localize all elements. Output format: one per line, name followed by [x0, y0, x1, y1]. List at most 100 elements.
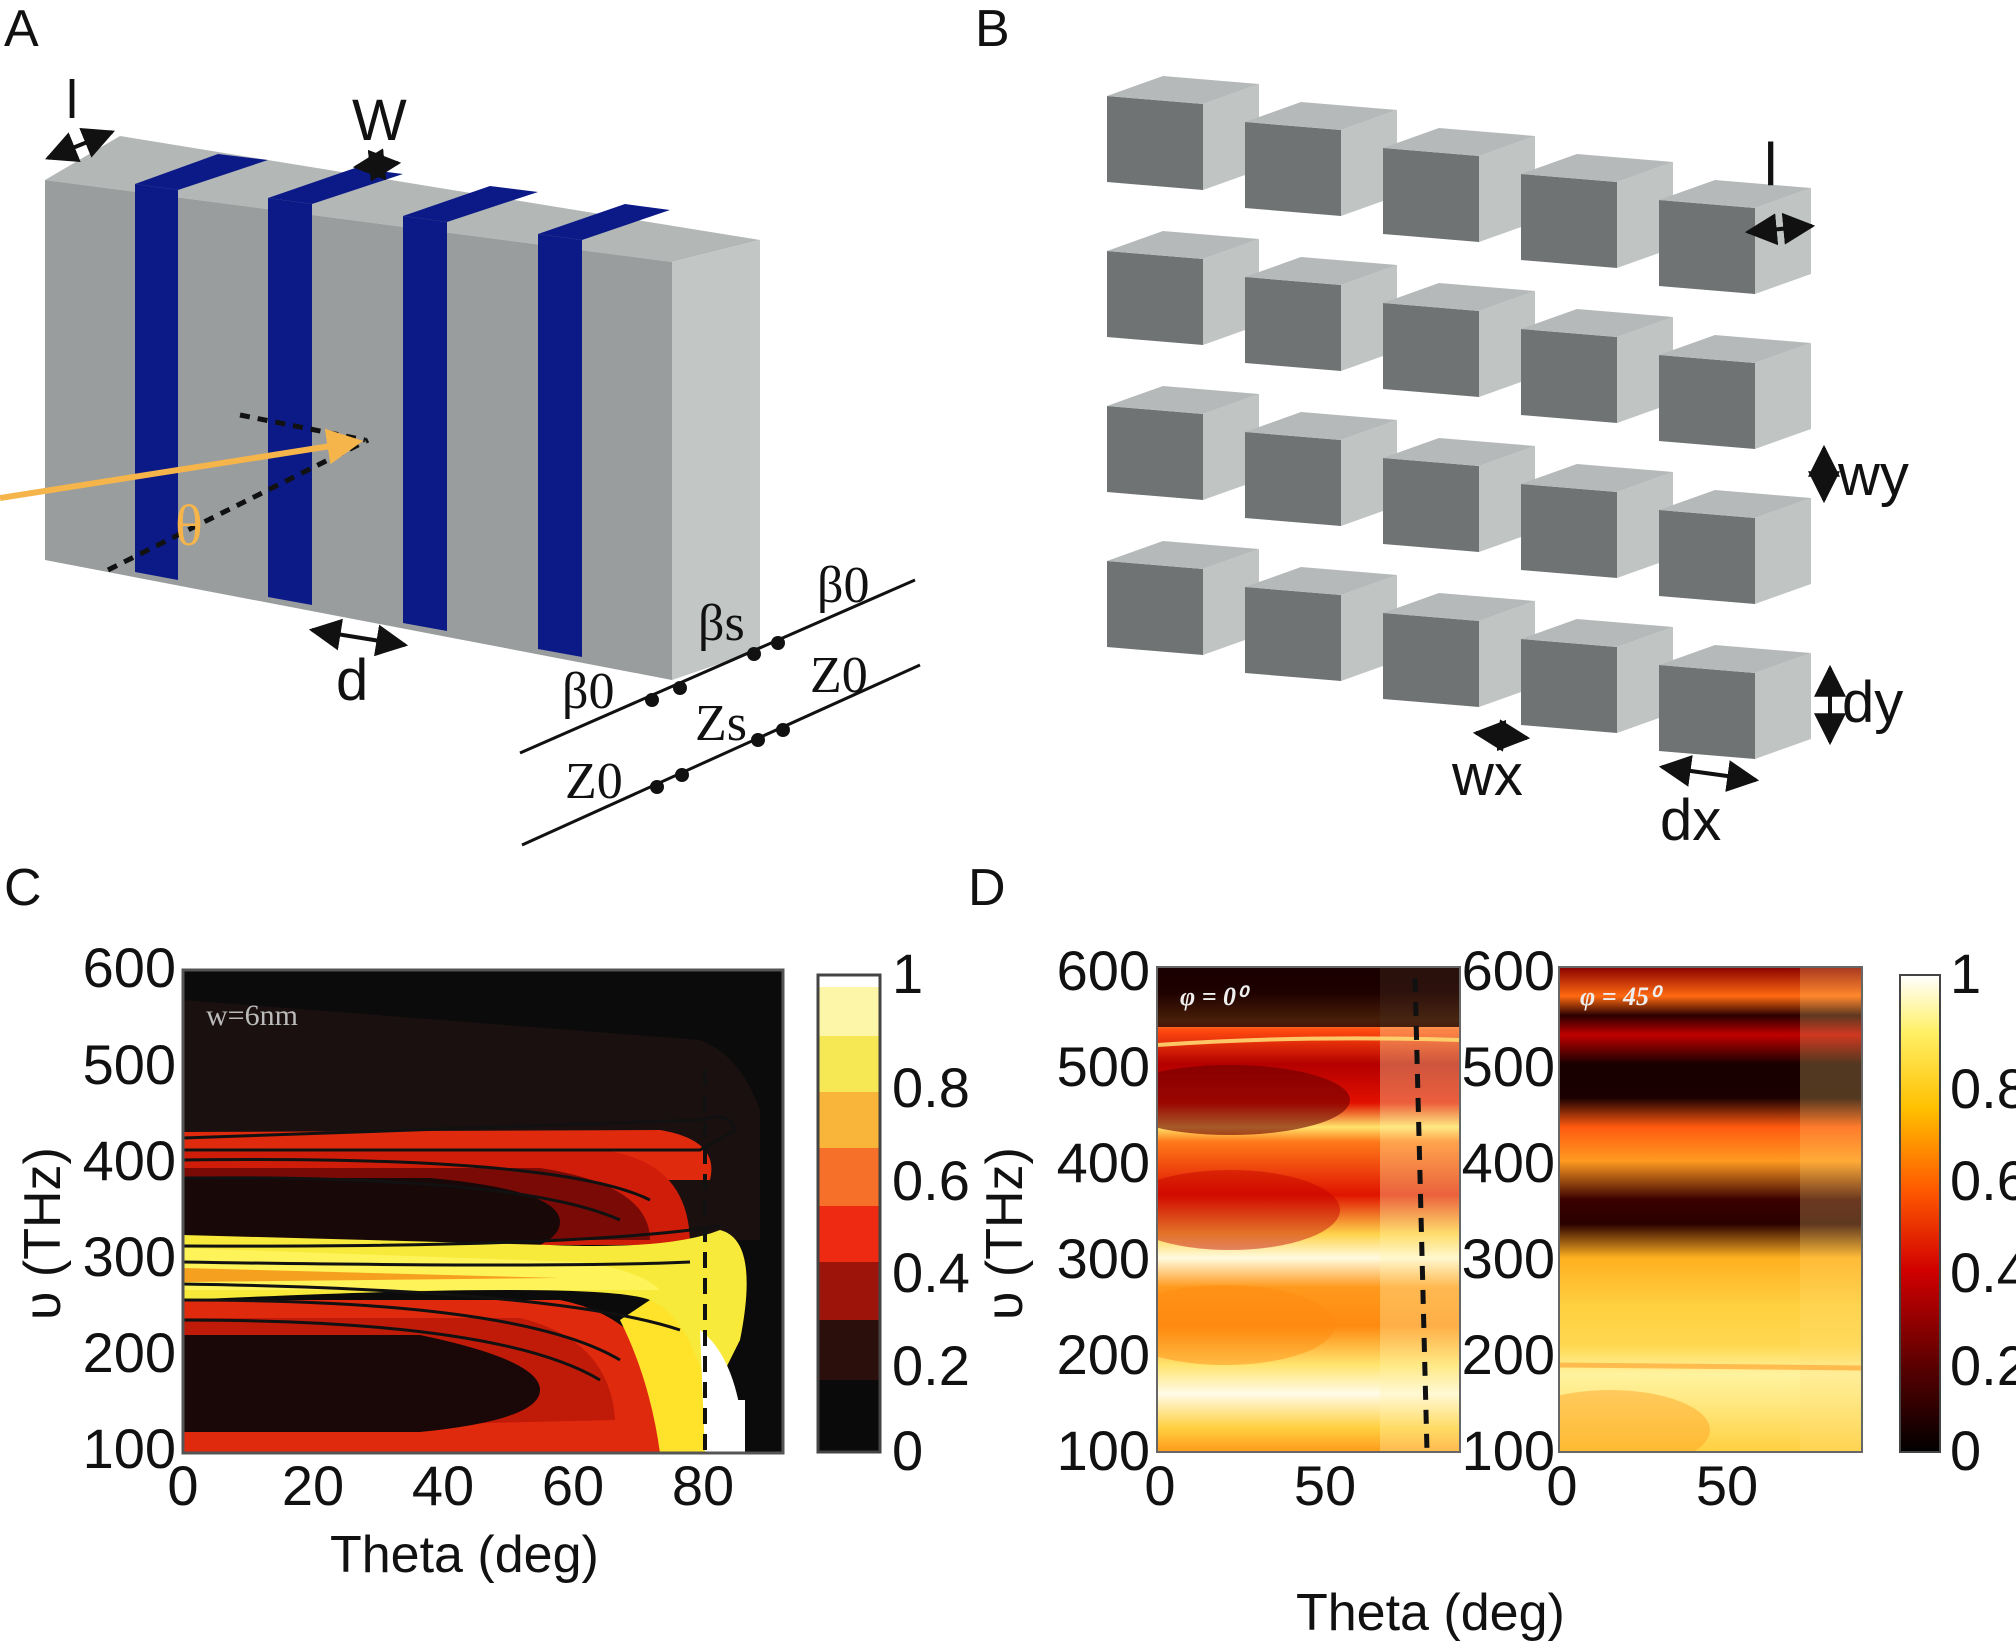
d-left-ytick: 300: [1057, 1227, 1150, 1290]
d-right-ytick: 200: [1462, 1323, 1555, 1386]
slab-side-face: [672, 240, 760, 680]
cube: [1107, 386, 1259, 500]
z0-right-label: Z0: [810, 647, 868, 704]
b-l-dimension-arrow: [1744, 212, 1816, 246]
c-ytick: 600: [83, 936, 176, 999]
panel-c-heatmap: [183, 970, 783, 1453]
beta0-left-label: β0: [562, 663, 614, 720]
dx-label: dx: [1660, 788, 1721, 853]
d-right-frame: [1558, 966, 1863, 1453]
c-ytick: 100: [83, 1417, 176, 1480]
c-ytick: 300: [83, 1225, 176, 1288]
d-cbar-tick: 1: [1950, 942, 1981, 1005]
c-ylabel: υ (THz): [14, 1147, 72, 1320]
c-cbar-tick: 0.6: [892, 1149, 970, 1212]
theta-label: θ: [175, 493, 203, 558]
c-ytick: 500: [83, 1033, 176, 1096]
panel-a: A θ l W d: [0, 0, 921, 847]
c-cbar-tick: 0.8: [892, 1056, 970, 1119]
panel-b-letter: B: [975, 0, 1010, 58]
cube: [1245, 102, 1397, 216]
transmission-line-circuit: [519, 578, 921, 847]
d-left-frame: [1156, 966, 1461, 1453]
d-xlabel: Theta (deg): [1296, 1584, 1565, 1642]
panel-d-right-heatmap: [1559, 967, 1862, 1452]
d-left-xtick: 0: [1144, 1454, 1175, 1517]
beta0-top-label: β0: [817, 557, 869, 614]
d-left-xtick: 50: [1294, 1454, 1356, 1517]
d-colorbar: 1 0.8 0.6 0.4 0.2 0: [1899, 942, 2016, 1482]
d-left-ytick: 200: [1057, 1323, 1150, 1386]
c-colorbar: 1 0.8 0.6 0.4 0.2 0: [816, 942, 970, 1482]
c-xtick: 60: [542, 1454, 604, 1517]
cube: [1107, 76, 1259, 190]
c-plot-frame: [181, 968, 785, 1455]
c-xtick: 80: [672, 1454, 734, 1517]
cube: [1383, 128, 1535, 242]
c-xticks: 0 20 40 60 80: [167, 1454, 734, 1517]
cube: [1245, 567, 1397, 681]
betas-label: βs: [698, 595, 745, 652]
d-cbar-tick: 0.6: [1950, 1149, 2016, 1212]
surface-dashed-line: [239, 412, 366, 443]
cube-array: [1107, 76, 1811, 759]
cube: [1245, 257, 1397, 371]
normal-dashed-line: [106, 437, 370, 573]
d-left-ytick: 500: [1057, 1035, 1150, 1098]
cube: [1659, 180, 1811, 294]
d-cbar-tick: 0.2: [1950, 1334, 2016, 1397]
d-label: d: [336, 648, 368, 713]
cube: [1521, 464, 1673, 578]
circuit-nodes: [645, 636, 790, 794]
d-left-yticks: 600 500 400 300 200 100: [1057, 939, 1150, 1482]
cube: [1107, 231, 1259, 345]
d-left-ytick: 100: [1057, 1419, 1150, 1482]
cube: [1383, 593, 1535, 707]
panel-b: B l wy dy wx dx: [975, 0, 1909, 853]
d-left-ytick: 600: [1057, 939, 1150, 1002]
c-ytick: 200: [83, 1321, 176, 1384]
c-cbar-tick: 1: [892, 942, 923, 1005]
d-left-dashed-line: [1412, 977, 1430, 1452]
c-xtick: 40: [412, 1454, 474, 1517]
incident-ray: [0, 428, 364, 501]
d-cbar-tick: 0: [1950, 1419, 1981, 1482]
w-label: W: [352, 88, 407, 153]
d-right-ytick: 300: [1462, 1227, 1555, 1290]
dx-dimension-arrow: [1658, 755, 1760, 792]
d-left-annotation: φ = 0⁰: [1180, 982, 1251, 1011]
panel-d-left-heatmap: [1157, 967, 1460, 1452]
panel-a-letter: A: [4, 0, 39, 58]
c-cbar-tick: 0: [892, 1419, 923, 1482]
blue-stripes: [135, 154, 670, 657]
cube: [1659, 490, 1811, 604]
d-right-ytick: 600: [1462, 939, 1555, 1002]
panel-c: C: [4, 859, 970, 1584]
panel-d: D φ = 0⁰ φ = 45⁰ 600: [968, 859, 2016, 1642]
c-cbar-tick: 0.2: [892, 1334, 970, 1397]
c-ytick: 400: [83, 1129, 176, 1192]
cube: [1245, 412, 1397, 526]
c-xtick: 20: [282, 1454, 344, 1517]
c-yticks: 600 500 400 300 200 100: [83, 936, 176, 1480]
cube: [1383, 438, 1535, 552]
z0-left-label: Z0: [565, 753, 623, 810]
cube: [1659, 335, 1811, 449]
wx-label: wx: [1451, 743, 1523, 808]
c-xtick: 0: [167, 1454, 198, 1517]
panel-c-letter: C: [4, 859, 42, 917]
d-cbar-tick: 0.4: [1950, 1241, 2016, 1304]
d-left-ytick: 400: [1057, 1131, 1150, 1194]
d-right-ytick: 100: [1462, 1419, 1555, 1482]
cube: [1659, 645, 1811, 759]
cube: [1107, 541, 1259, 655]
d-cbar-tick: 0.8: [1950, 1057, 2016, 1120]
cube: [1521, 619, 1673, 733]
zs-label: Zs: [695, 695, 747, 752]
d-right-yticks: 600 500 400 300 200 100: [1462, 939, 1555, 1482]
d-right-annotation: φ = 45⁰: [1580, 982, 1664, 1011]
cube: [1383, 283, 1535, 397]
d-right-xtick: 50: [1696, 1454, 1758, 1517]
cube: [1521, 309, 1673, 423]
